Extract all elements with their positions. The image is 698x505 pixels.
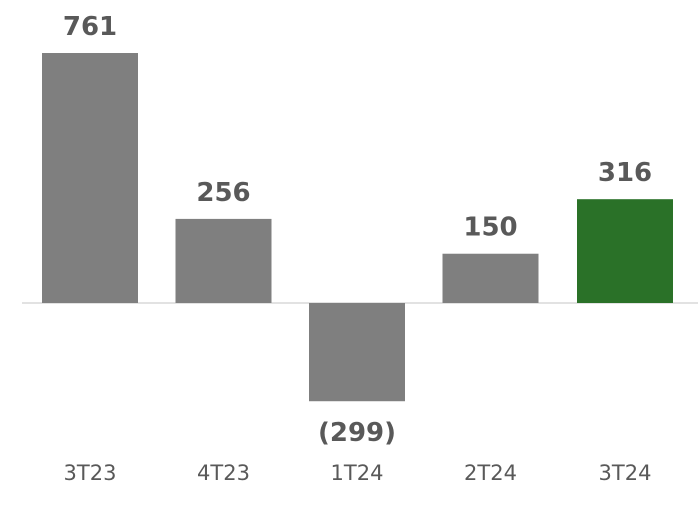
value-label-3t24: 316: [598, 158, 652, 188]
value-label-4t23: 256: [196, 178, 250, 208]
category-label-1t24: 1T24: [331, 461, 384, 485]
bar-2t24: [442, 253, 539, 303]
category-label-3t24: 3T24: [599, 461, 652, 485]
category-label-3t23: 3T23: [64, 461, 117, 485]
value-labels-group: 761 256 (299) 150 316: [63, 12, 652, 448]
category-label-4t23: 4T23: [197, 461, 250, 485]
bar-1t24: [309, 303, 405, 402]
bars-group: [42, 53, 673, 402]
bar-3t23: [42, 53, 138, 303]
category-label-2t24: 2T24: [464, 461, 517, 485]
category-labels-group: 3T23 4T23 1T24 2T24 3T24: [64, 461, 652, 485]
bar-4t23: [175, 218, 272, 303]
value-label-2t24: 150: [463, 213, 517, 243]
value-label-3t23: 761: [63, 12, 117, 42]
value-label-1t24: (299): [318, 418, 396, 448]
bar-3t24: [577, 199, 673, 303]
